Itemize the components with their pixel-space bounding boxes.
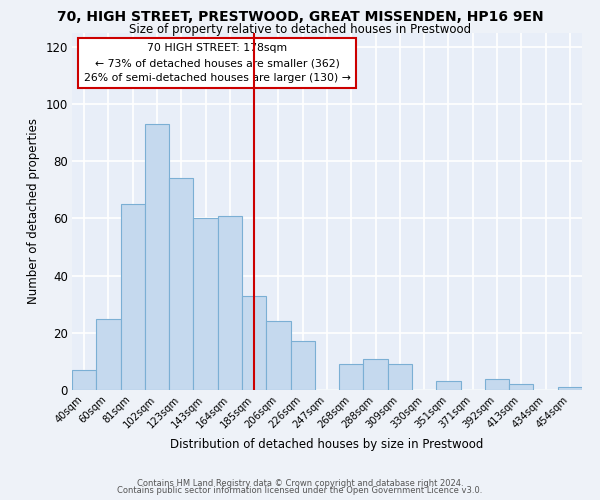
Bar xyxy=(218,216,242,390)
Text: Contains public sector information licensed under the Open Government Licence v3: Contains public sector information licen… xyxy=(118,486,482,495)
Text: Size of property relative to detached houses in Prestwood: Size of property relative to detached ho… xyxy=(129,22,471,36)
Bar xyxy=(96,318,121,390)
Text: 70, HIGH STREET, PRESTWOOD, GREAT MISSENDEN, HP16 9EN: 70, HIGH STREET, PRESTWOOD, GREAT MISSEN… xyxy=(56,10,544,24)
Bar xyxy=(339,364,364,390)
Bar xyxy=(121,204,145,390)
Bar xyxy=(72,370,96,390)
Bar xyxy=(169,178,193,390)
Bar xyxy=(145,124,169,390)
Bar xyxy=(266,322,290,390)
X-axis label: Distribution of detached houses by size in Prestwood: Distribution of detached houses by size … xyxy=(170,438,484,451)
Y-axis label: Number of detached properties: Number of detached properties xyxy=(27,118,40,304)
Bar xyxy=(558,387,582,390)
Bar xyxy=(290,342,315,390)
Bar xyxy=(242,296,266,390)
Bar xyxy=(388,364,412,390)
Text: 70 HIGH STREET: 178sqm
← 73% of detached houses are smaller (362)
26% of semi-de: 70 HIGH STREET: 178sqm ← 73% of detached… xyxy=(84,43,351,83)
Bar xyxy=(485,378,509,390)
Bar xyxy=(436,382,461,390)
Bar xyxy=(509,384,533,390)
Bar xyxy=(364,358,388,390)
Text: Contains HM Land Registry data © Crown copyright and database right 2024.: Contains HM Land Registry data © Crown c… xyxy=(137,478,463,488)
Bar xyxy=(193,218,218,390)
